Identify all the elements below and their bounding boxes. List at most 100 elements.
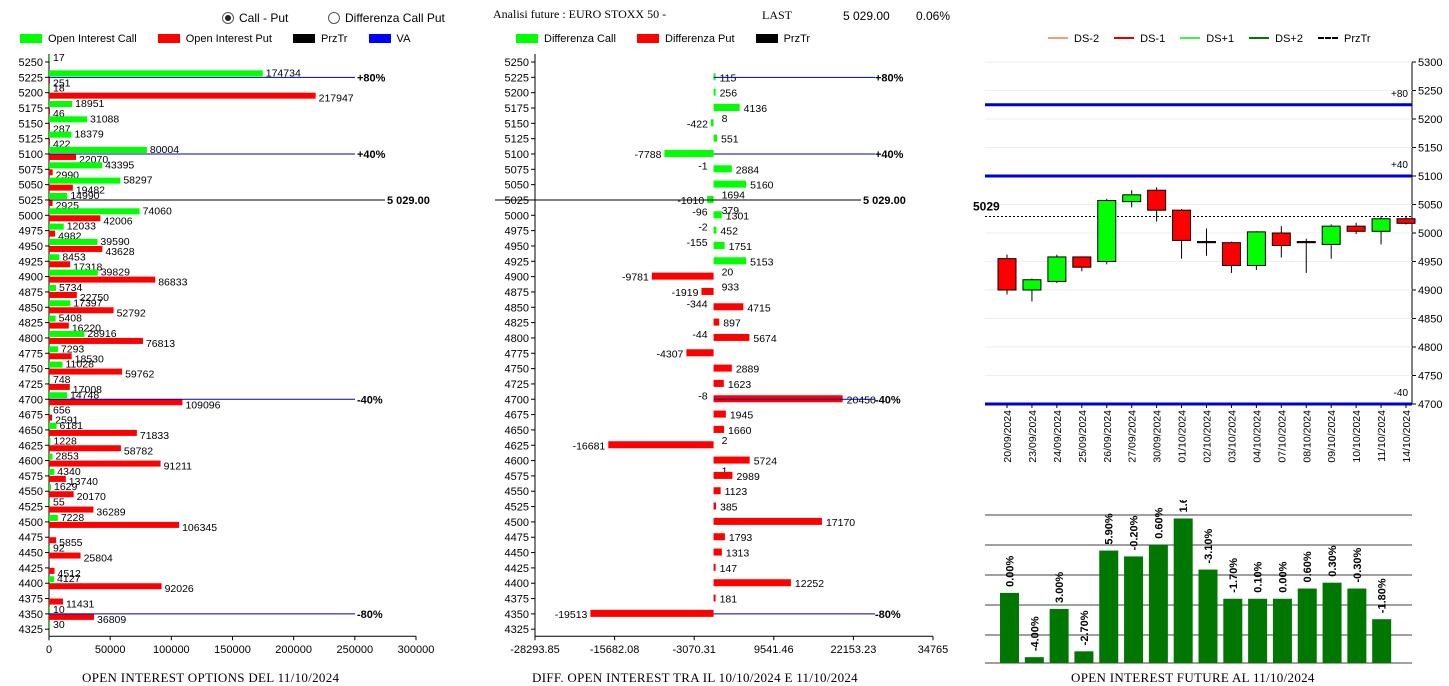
candle-body xyxy=(1296,241,1316,244)
call-bar xyxy=(49,346,58,353)
oi-options-chart: 5250 17 5225 174734 251 5200 18 217947 5175 18951… xyxy=(19,52,435,656)
candle-body xyxy=(1172,209,1192,241)
call-value-label: 92 xyxy=(53,543,65,555)
diff-value-label: 1660 xyxy=(728,425,752,437)
legend-swatch xyxy=(20,34,42,43)
oi-future-bar xyxy=(1272,598,1292,663)
y-tick-label: 4725 xyxy=(505,379,529,391)
level-label: -80% xyxy=(875,609,901,621)
x-tick-label: 26/09/2024 xyxy=(1102,410,1114,463)
call-value-label: 1629 xyxy=(54,481,78,493)
diff-secondary-label: -2 xyxy=(698,222,707,234)
diff-value-label: -16681 xyxy=(573,440,606,452)
y-tick-label: 4400 xyxy=(19,578,43,590)
candle-body xyxy=(1221,242,1241,266)
put-bar xyxy=(49,169,53,176)
y-tick-label: 4375 xyxy=(19,594,43,606)
y-tick-label: 5175 xyxy=(505,103,529,115)
y-tick-label: 4450 xyxy=(19,548,43,560)
y-tick-label: 4625 xyxy=(19,440,43,452)
y-tick-label: 4575 xyxy=(505,471,529,483)
call-value-label: 14990 xyxy=(70,190,99,202)
diff-bar xyxy=(713,211,722,219)
y-tick-label: 4650 xyxy=(19,425,43,437)
y-tick-label: 4700 xyxy=(19,394,43,406)
oi-future-value-label: -0.20% xyxy=(1129,515,1141,550)
level-label: -40% xyxy=(357,394,383,406)
y-tick-label: 5050 xyxy=(505,180,529,192)
diff-bar xyxy=(713,517,822,525)
call-bar xyxy=(49,100,73,107)
diff-bar xyxy=(713,579,791,587)
legend-item: Differenza Call xyxy=(516,33,616,45)
y-tick-label: 4375 xyxy=(505,594,529,606)
oi-future-bar xyxy=(1297,588,1317,663)
y-tick-label: 4650 xyxy=(505,425,529,437)
radio-call-put[interactable]: Call - Put xyxy=(222,11,288,25)
put-value-label: 18530 xyxy=(75,353,104,365)
y-tick-label: 5000 xyxy=(505,210,529,222)
y-tick-label: 4800 xyxy=(19,333,43,345)
page-title: Analisi future : EURO STOXX 50 - xyxy=(493,7,667,21)
diff-bar xyxy=(713,88,716,96)
y-tick-label: 4750 xyxy=(505,364,529,376)
candle-body xyxy=(1346,225,1366,232)
call-bar xyxy=(49,545,50,552)
diff-value-label: 4136 xyxy=(744,103,768,115)
put-bar xyxy=(49,123,50,130)
y-tick-label: 4350 xyxy=(505,609,529,621)
x-tick-label: 10/10/2024 xyxy=(1351,410,1363,463)
diff-secondary-label: 379 xyxy=(722,205,740,217)
put-bar xyxy=(49,307,114,314)
oi-future-bar xyxy=(1099,550,1119,663)
y-tick-label: 4600 xyxy=(505,456,529,468)
legend-swatch xyxy=(1114,37,1135,39)
y-tick-label: 5125 xyxy=(19,134,43,146)
diff-bar xyxy=(713,425,725,433)
diff-value-label: 5160 xyxy=(750,180,774,192)
y-tick-label: 4525 xyxy=(505,502,529,514)
legend-item: DS-1 xyxy=(1114,33,1165,45)
diff-bar xyxy=(713,180,747,188)
put-value-label: 43628 xyxy=(105,246,134,258)
y-tick-label: 4975 xyxy=(505,226,529,238)
call-value-label: 2853 xyxy=(55,451,79,463)
diff-secondary-label: 2 xyxy=(722,435,728,447)
candle-body xyxy=(1321,225,1341,245)
candle-body xyxy=(1072,256,1092,268)
call-value-label: 14748 xyxy=(70,389,99,401)
y-tick-label: 5050 xyxy=(19,180,43,192)
y-tick-label: 5000 xyxy=(1418,228,1442,240)
diff-value-label: 385 xyxy=(720,502,738,514)
y-tick-label: 4675 xyxy=(505,410,529,422)
legend-swatch xyxy=(1318,37,1339,39)
oi-future-bar-chart: 0.00% -4.00% 3.00% -2.70% 5.90% -0.20% 0.60% 1.… xyxy=(985,500,1412,664)
y-tick-label: 5150 xyxy=(505,118,529,130)
legend-fut: DS-2 DS-1 DS+1 DS+2 PrzTr xyxy=(1048,33,1371,45)
put-value-label: 251 xyxy=(53,77,71,89)
put-bar xyxy=(49,583,162,590)
x-tick-label: 25/09/2024 xyxy=(1077,410,1089,463)
put-bar xyxy=(49,552,81,559)
call-value-label: 39829 xyxy=(101,267,130,279)
candle-body xyxy=(1147,189,1167,211)
y-tick-label: 4550 xyxy=(505,486,529,498)
oi-future-bar xyxy=(1148,544,1168,663)
y-tick-label: 5200 xyxy=(19,88,43,100)
y-tick-label: 4850 xyxy=(505,302,529,314)
call-bar xyxy=(49,606,50,613)
legend-swatch xyxy=(637,34,660,43)
oi-future-value-label: 1.60% xyxy=(1178,500,1190,512)
y-tick-label: 5075 xyxy=(19,164,43,176)
y-tick-label: 5250 xyxy=(1418,86,1442,98)
diff-bar xyxy=(713,563,716,571)
radio-differenza[interactable]: Differenza Call Put xyxy=(328,11,445,25)
candle-body xyxy=(1271,232,1291,247)
put-bar xyxy=(49,475,66,482)
x-tick-label: 250000 xyxy=(336,644,373,656)
put-bar xyxy=(49,383,70,390)
call-bar xyxy=(49,330,85,337)
x-tick-label: 150000 xyxy=(214,644,251,656)
call-value-label: 748 xyxy=(53,374,71,386)
diff-secondary-label: 20 xyxy=(722,266,734,278)
